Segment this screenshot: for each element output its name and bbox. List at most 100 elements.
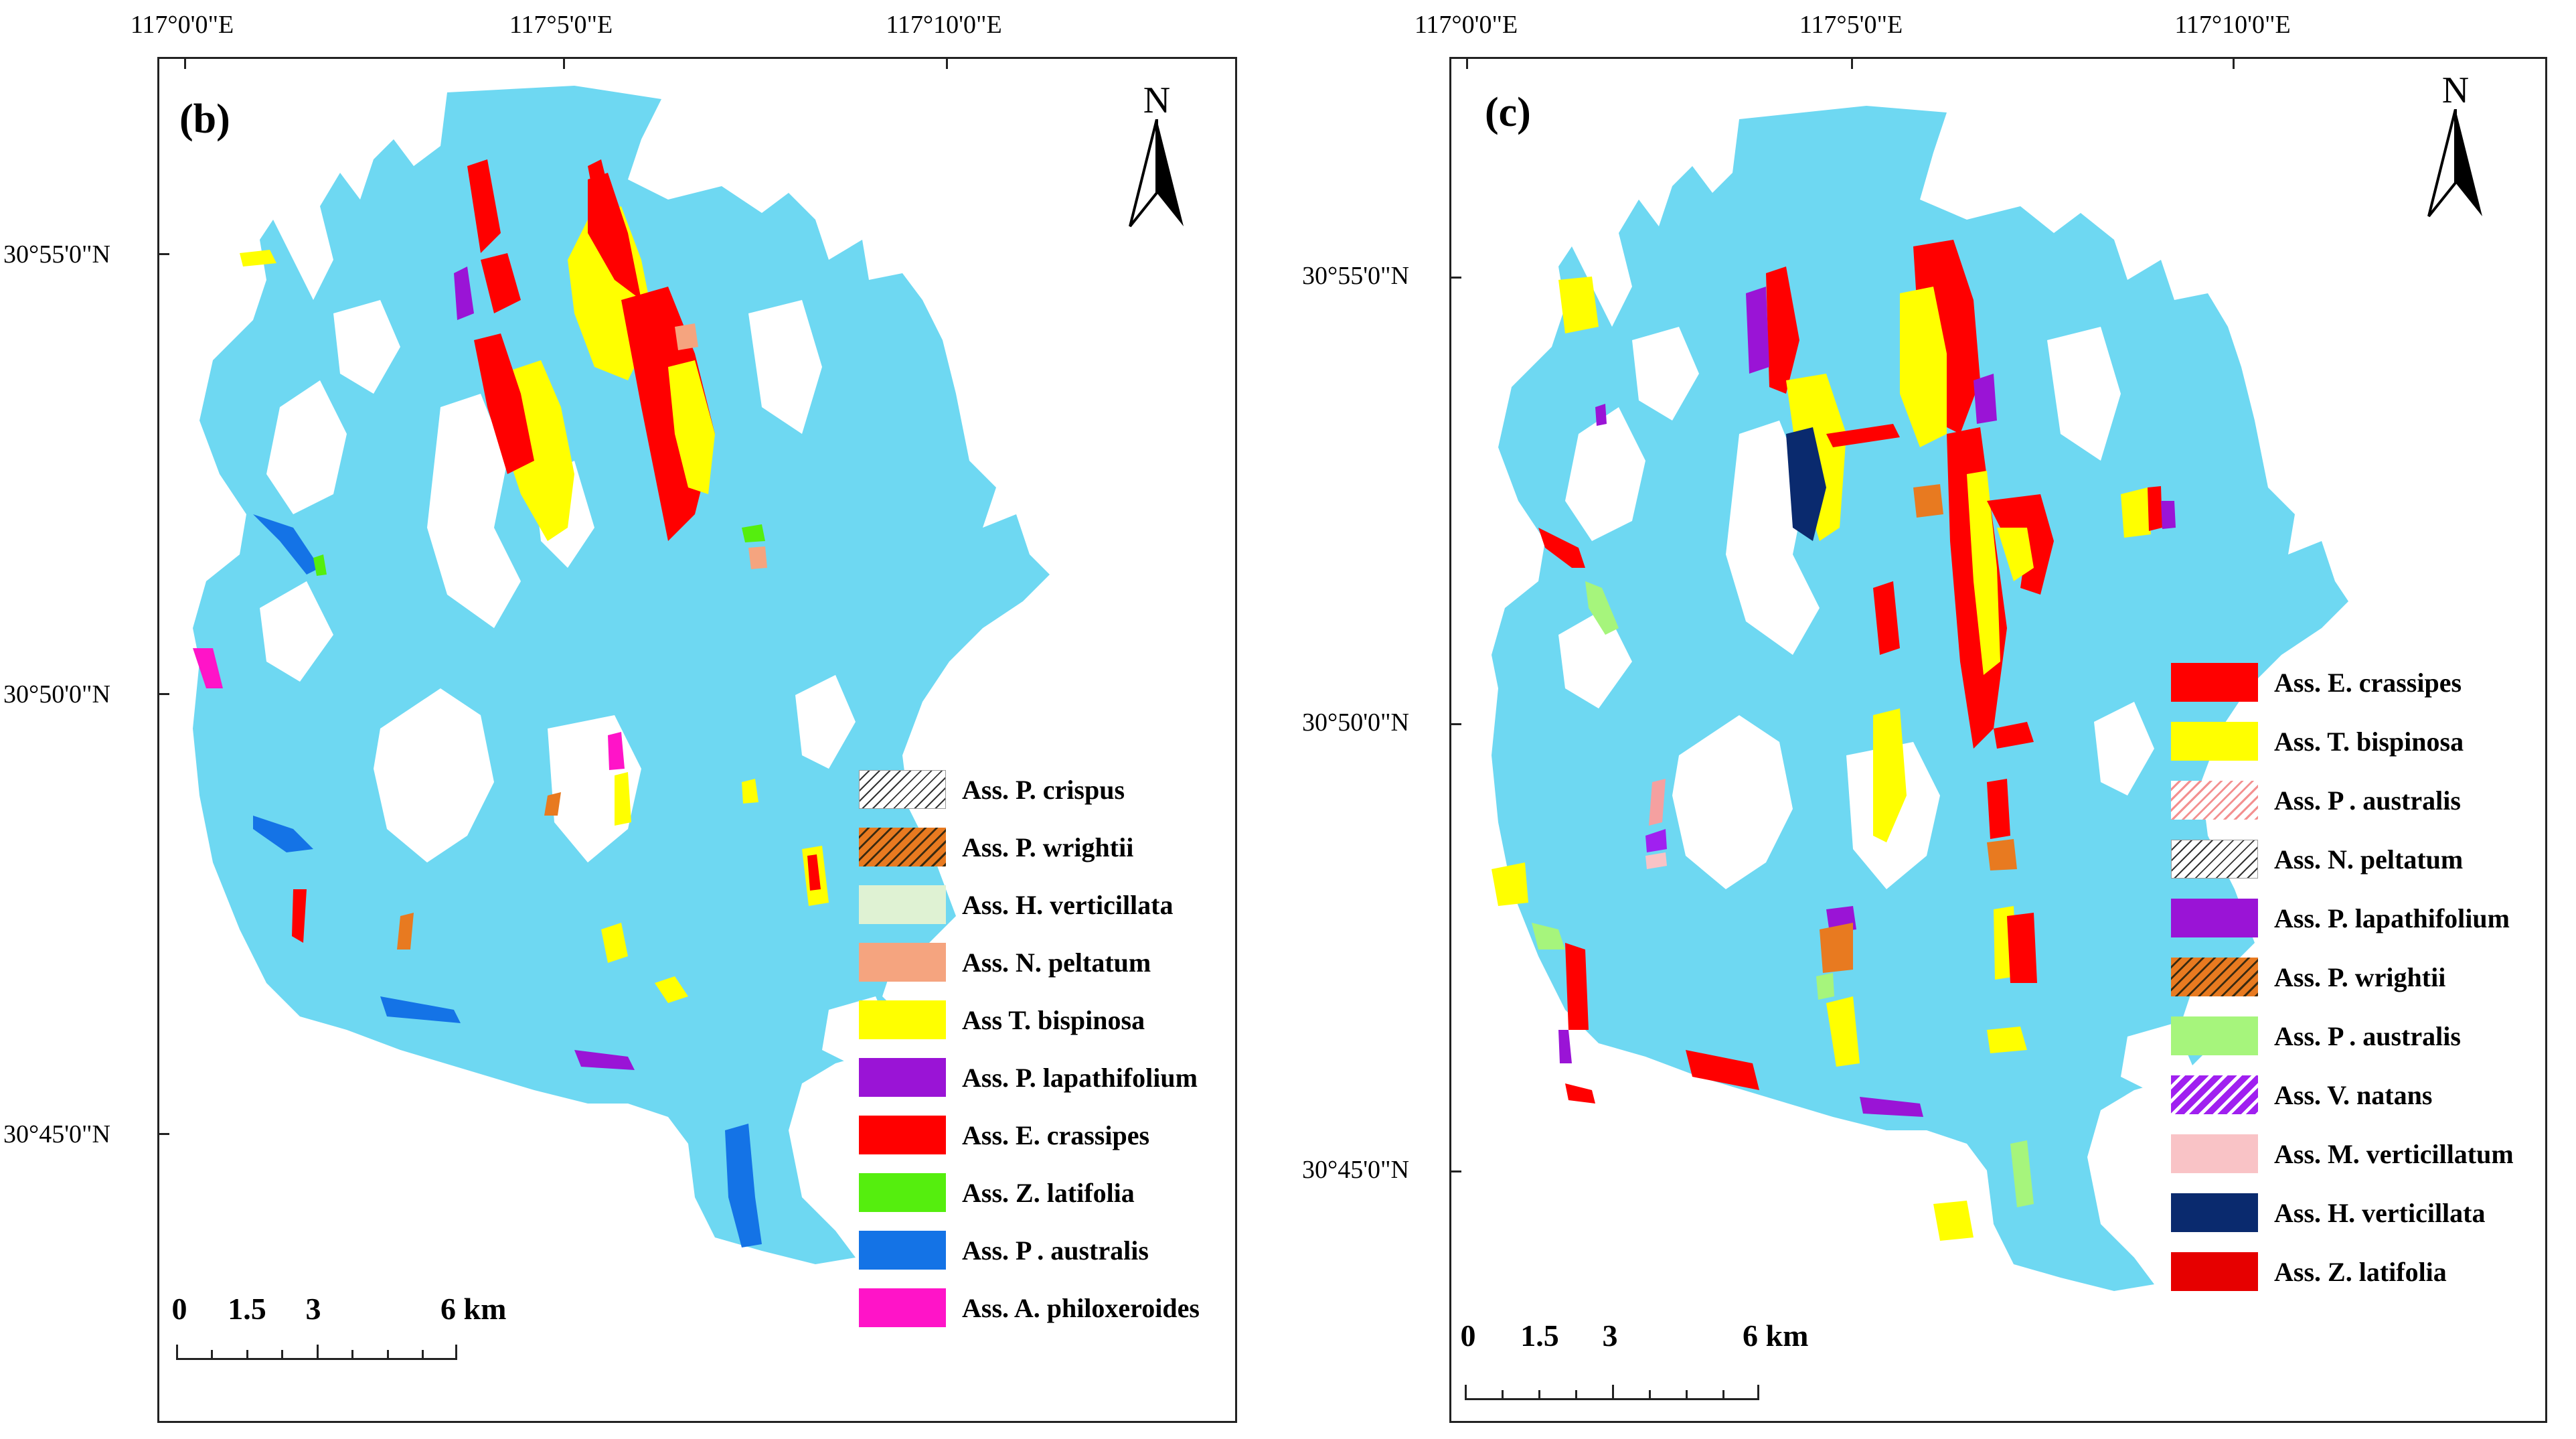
north-letter-b: N (1143, 80, 1171, 121)
legend-swatch (2171, 899, 2258, 937)
lake-water-c (1492, 106, 2348, 1291)
legend-label: Ass. E. crassipes (2274, 667, 2462, 698)
legend-label: Ass. P. wrightii (2274, 962, 2446, 992)
legend-item: Ass. H. verticillata (859, 884, 1174, 925)
north-letter-c: N (2441, 70, 2470, 111)
legend-item: Ass. T. bispinosa (2171, 721, 2464, 762)
legend-c: Ass. E. crassipes Ass. T. bispinosa Ass. P… (2171, 662, 2546, 1331)
panel-label-c: (c) (1485, 90, 1531, 135)
legend-swatch (859, 1000, 946, 1039)
legend-swatch (859, 770, 946, 809)
legend-label: Ass. P. lapathifolium (2274, 903, 2510, 933)
legend-item: Ass. Z. latifolia (859, 1172, 1135, 1213)
legend-label: Ass. M. verticillatum (2274, 1138, 2514, 1169)
legend-label: Ass. Z. latifolia (962, 1177, 1135, 1208)
scale-label-0: 0 (1460, 1318, 1476, 1353)
legend-label: Ass. Z. latifolia (2274, 1256, 2447, 1287)
north-arrow-b: N (1117, 79, 1197, 233)
legend-swatch (2171, 722, 2258, 761)
legend-swatch (859, 1058, 946, 1097)
legend-swatch (859, 1231, 946, 1270)
legend-item: Ass T. bispinosa (859, 999, 1145, 1041)
scale-label-2: 3 (1602, 1318, 1618, 1353)
legend-item: Ass. Z. latifolia (2171, 1251, 2447, 1292)
legend-label: Ass. E. crassipes (962, 1120, 1150, 1150)
map-panel-c: (c) N Ass. E. crassipes Ass. T. bispinosa… (1449, 57, 2547, 1423)
lat-label-b-1: 30°50'0"N (3, 680, 110, 708)
panel-label-b: (b) (179, 96, 230, 142)
legend-swatch (859, 1173, 946, 1212)
lon-label-c-2: 117°10'0"E (2174, 11, 2291, 39)
north-arrow-icon (2427, 109, 2482, 218)
legend-label: Ass. P. lapathifolium (962, 1062, 1198, 1093)
legend-label: Ass. P . australis (962, 1235, 1149, 1266)
lake-map-c (1492, 106, 2348, 1291)
legend-swatch (859, 1116, 946, 1154)
scale-bar-c: 0 1.5 3 6 km (1461, 1318, 1809, 1418)
legend-label: Ass. P. wrightii (962, 832, 1134, 862)
lat-label-b-0: 30°55'0"N (3, 240, 110, 269)
legend-item: Ass. P. wrightii (2171, 956, 2445, 998)
legend-b: Ass. P. crispus Ass. P. wrightii Ass. H. v… (859, 769, 1234, 1358)
legend-item: Ass. P . australis (2171, 779, 2461, 821)
legend-label: Ass. P. crispus (962, 774, 1125, 805)
legend-item: Ass. P . australis (2171, 1015, 2461, 1057)
legend-label: Ass. P . australis (2274, 785, 2461, 816)
legend-swatch (859, 885, 946, 924)
legend-swatch (2171, 1075, 2258, 1114)
lat-label-b-2: 30°45'0"N (3, 1120, 110, 1148)
legend-swatch (2171, 781, 2258, 820)
scale-label-2: 3 (305, 1292, 321, 1326)
legend-item: Ass. A. philoxeroides (859, 1287, 1200, 1329)
legend-swatch (859, 828, 946, 866)
legend-item: Ass. P. wrightii (859, 826, 1133, 868)
lon-label-b-2: 117°10'0"E (886, 11, 1002, 39)
map-panel-b: (b) N Ass. P. crispus Ass. P. wrightii Ass… (157, 57, 1237, 1423)
legend-label: Ass. V. natans (2274, 1079, 2433, 1110)
legend-item: Ass. E. crassipes (859, 1114, 1149, 1156)
legend-item: Ass. H. verticillata (2171, 1192, 2486, 1233)
legend-swatch (2171, 958, 2258, 996)
lake-water-b (193, 86, 1050, 1264)
lon-label-c-1: 117°5'0"E (1799, 11, 1903, 39)
lon-label-c-0: 117°0'0"E (1414, 11, 1518, 39)
legend-swatch (2171, 1016, 2258, 1055)
scale-label-3: 6 km (1743, 1318, 1809, 1353)
legend-label: Ass T. bispinosa (962, 1004, 1145, 1035)
legend-label: Ass. T. bispinosa (2274, 726, 2464, 757)
lat-label-c-2: 30°45'0"N (1302, 1156, 1409, 1184)
lat-label-c-0: 30°55'0"N (1302, 262, 1409, 290)
scale-label-3: 6 km (440, 1292, 507, 1326)
legend-item: Ass. N. peltatum (859, 941, 1151, 983)
legend-label: Ass. N. peltatum (2274, 844, 2464, 875)
lon-label-b-1: 117°5'0"E (509, 11, 613, 39)
legend-item: Ass. V. natans (2171, 1074, 2432, 1116)
scale-label-1: 1.5 (1520, 1318, 1559, 1353)
north-arrow-icon (1129, 119, 1184, 228)
legend-swatch (859, 1288, 946, 1327)
scale-label-0: 0 (171, 1292, 187, 1326)
scale-label-1: 1.5 (228, 1292, 266, 1326)
legend-item: Ass. P . australis (859, 1229, 1149, 1271)
north-arrow-c: N (2415, 69, 2496, 223)
legend-swatch (2171, 1252, 2258, 1291)
legend-label: Ass. N. peltatum (962, 947, 1151, 978)
legend-item: Ass. P. lapathifolium (2171, 897, 2510, 939)
legend-item: Ass. E. crassipes (2171, 662, 2462, 703)
scale-bar-b: 0 1.5 3 6 km (169, 1291, 507, 1398)
legend-item: Ass. P. lapathifolium (859, 1057, 1198, 1098)
legend-label: Ass. H. verticillata (2274, 1197, 2486, 1228)
legend-label: Ass. H. verticillata (962, 889, 1174, 920)
legend-swatch (2171, 663, 2258, 702)
legend-item: Ass. P. crispus (859, 769, 1125, 810)
legend-swatch (2171, 1193, 2258, 1232)
lake-map-b (193, 86, 1050, 1264)
lon-label-b-0: 117°0'0"E (130, 11, 234, 39)
legend-swatch (2171, 1134, 2258, 1173)
legend-label: Ass. A. philoxeroides (962, 1292, 1200, 1323)
legend-label: Ass. P . australis (2274, 1020, 2461, 1051)
legend-item: Ass. M. verticillatum (2171, 1133, 2514, 1175)
legend-swatch (859, 943, 946, 982)
lat-label-c-1: 30°50'0"N (1302, 708, 1409, 737)
legend-item: Ass. N. peltatum (2171, 838, 2463, 880)
